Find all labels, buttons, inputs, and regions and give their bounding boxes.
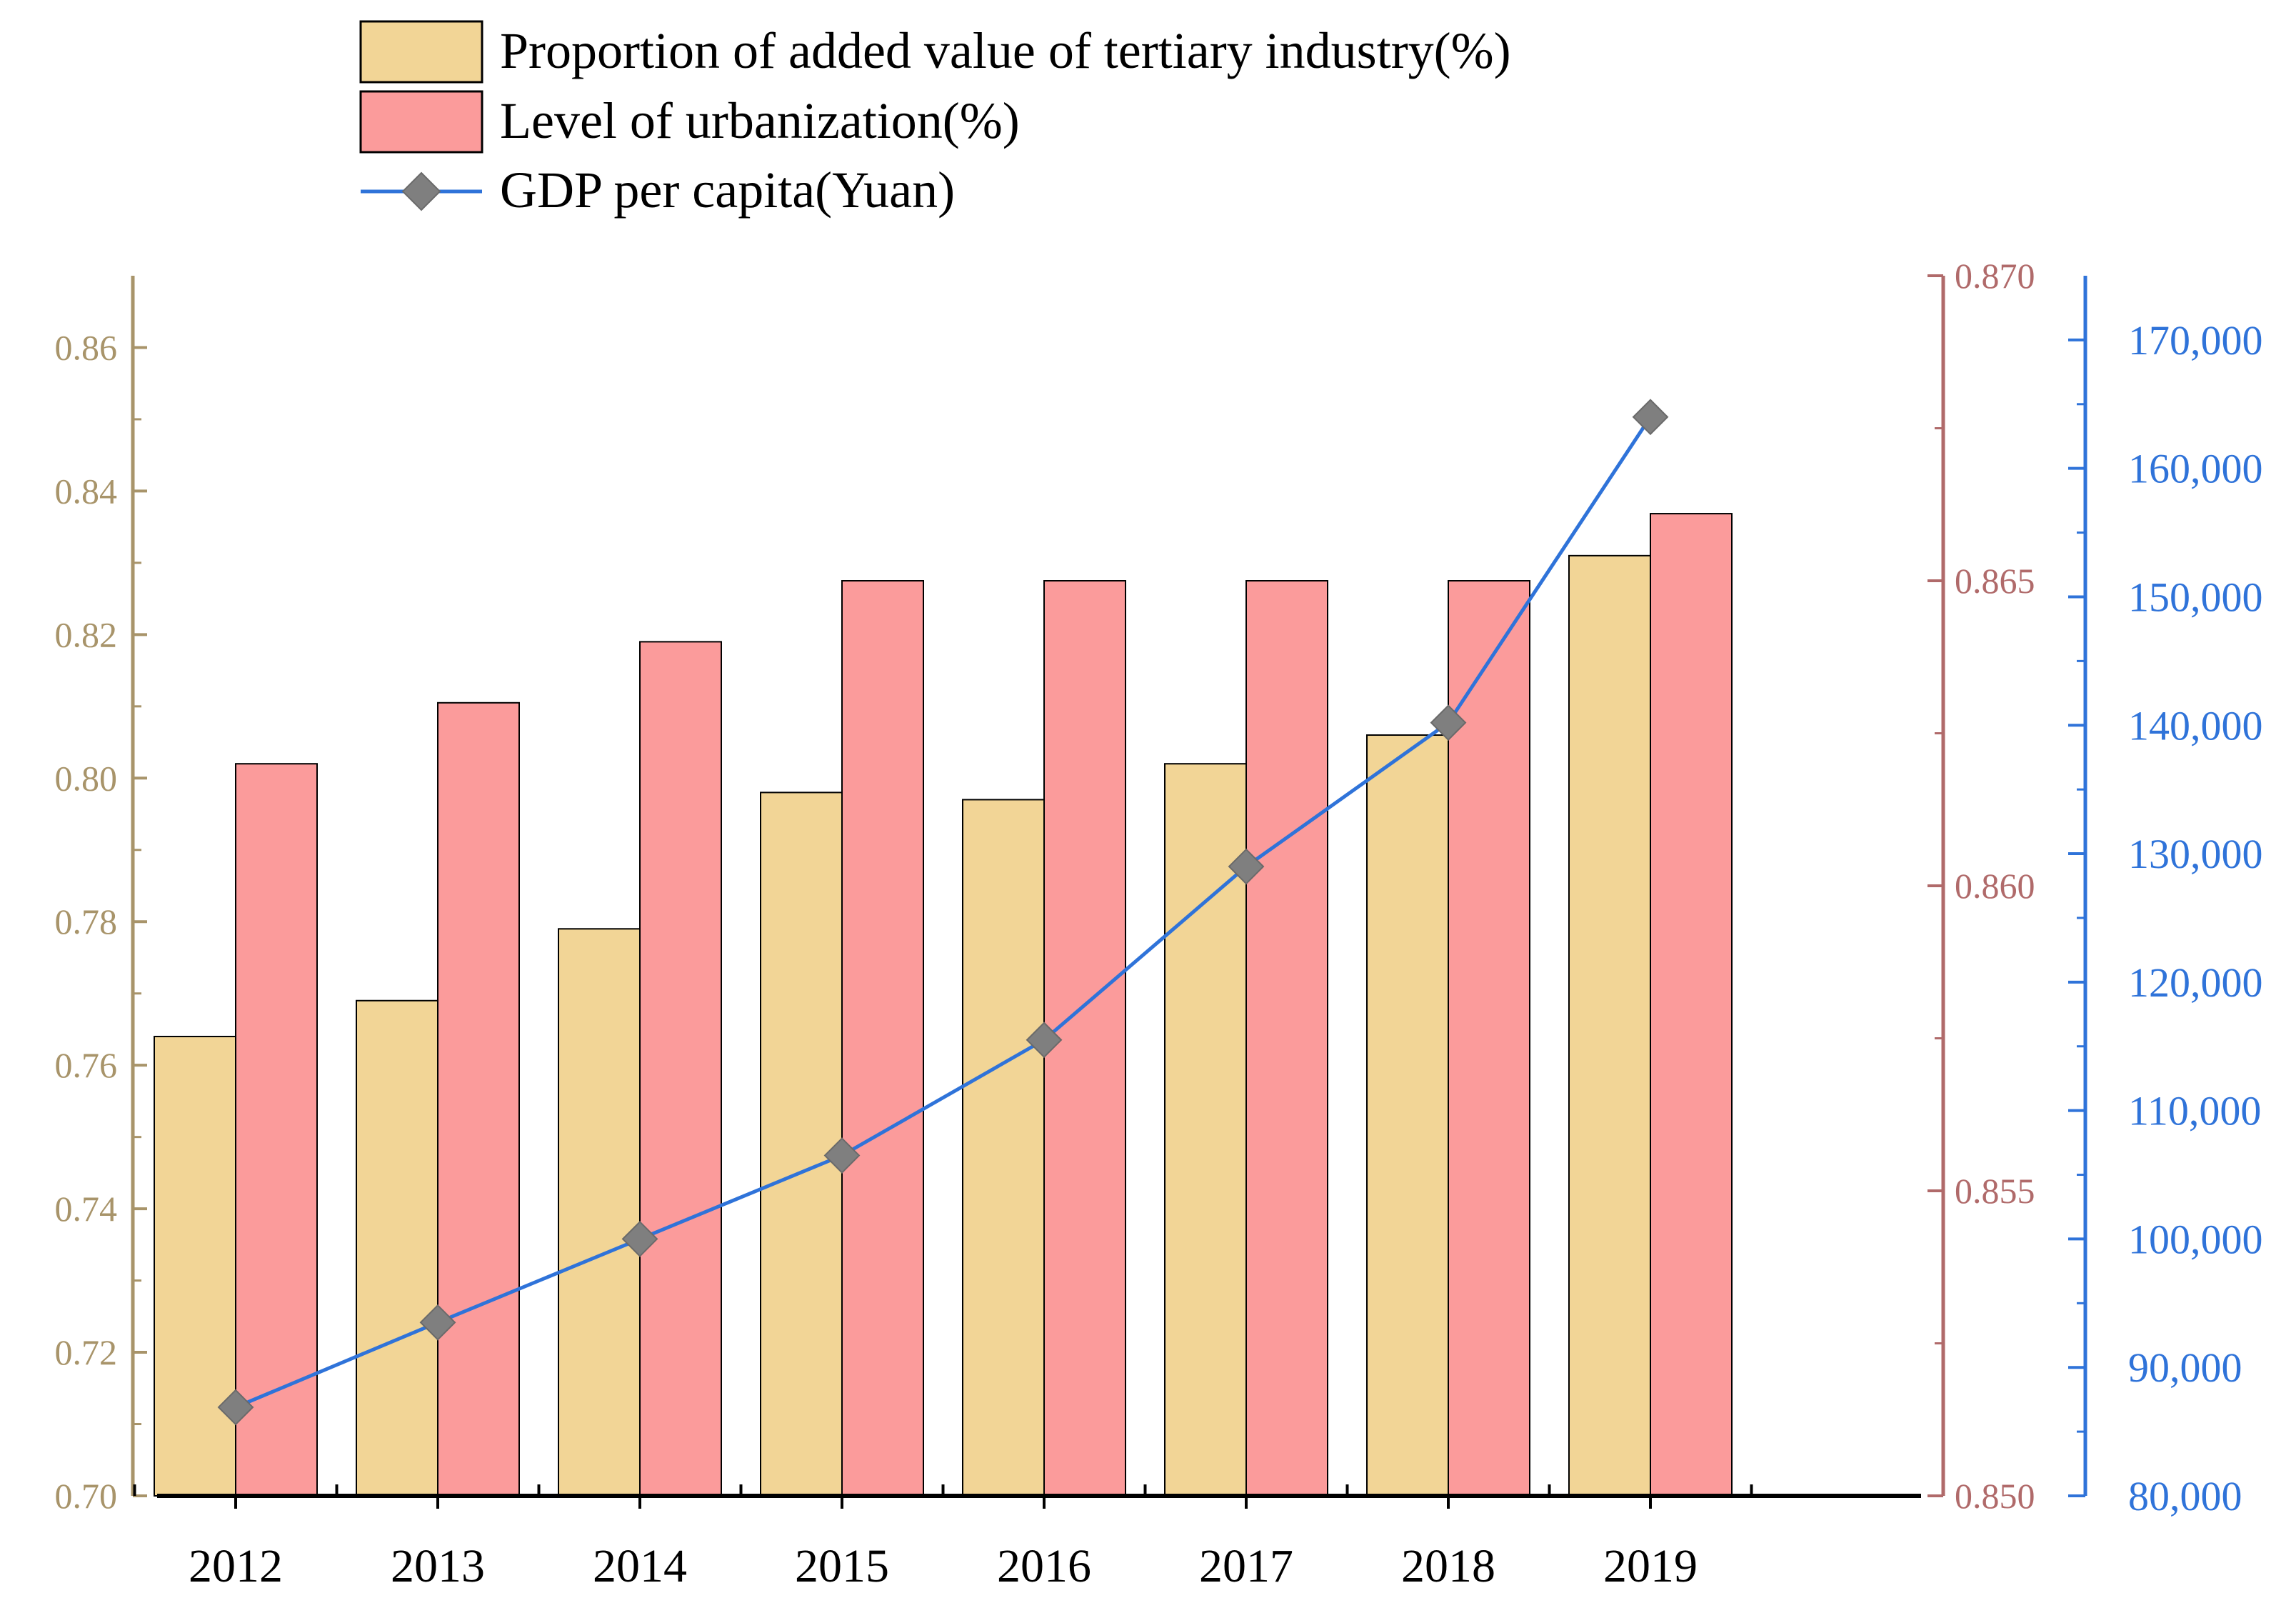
legend-label-gdp: GDP per capita(Yuan) [500,161,955,219]
right-outer-tick-label: 110,000 [2128,1088,2261,1134]
right-inner-tick-label: 0.870 [1955,256,2035,296]
axes: 0.70 0.72 0.74 0.76 0.78 0.80 0.82 0.84 0.86 0.85… [55,256,2263,1592]
x-tick-label: 2018 [1401,1540,1495,1592]
gdp-line-layer [217,399,1669,1426]
right-outer-tick-label: 100,000 [2128,1216,2263,1262]
legend-swatch-tertiary [359,20,483,84]
bar-tertiary-2019 [1568,554,1651,1497]
bar-urbanization-2012 [235,763,318,1497]
gdp-point-2017 [1228,848,1265,885]
bar-tertiary-2014 [558,928,641,1497]
gdp-point-2012 [217,1389,254,1426]
gdp-point-2019 [1632,399,1669,436]
left-tick-label: 0.72 [55,1332,118,1372]
bar-tertiary-2012 [154,1035,236,1497]
bar-urbanization-2015 [841,580,924,1497]
bar-urbanization-2014 [639,641,722,1497]
gdp-line [235,416,1653,1409]
bar-tertiary-2016 [962,799,1045,1497]
left-tick-label: 0.80 [55,758,118,798]
legend-label-tertiary: Proportion of added value of tertiary in… [500,22,1511,79]
x-tick-label: 2014 [593,1540,687,1592]
right-outer-tick-label: 80,000 [2128,1473,2242,1519]
bar-urbanization-2013 [437,701,520,1497]
gdp-point-2013 [419,1304,456,1341]
gdp-point-2014 [621,1221,658,1257]
bars [154,513,1733,1497]
bar-urbanization-2018 [1448,580,1530,1497]
left-tick-label: 0.78 [55,902,118,942]
x-tick-label: 2012 [189,1540,283,1592]
legend-swatch-urbanization [359,90,483,154]
bar-tertiary-2015 [760,791,843,1497]
bar-tertiary-2017 [1164,763,1247,1497]
x-tick-label: 2019 [1603,1540,1698,1592]
x-tick-label: 2017 [1199,1540,1293,1592]
legend: Proportion of added value of tertiary in… [359,20,1511,219]
right-inner-tick-label: 0.860 [1955,866,2035,906]
gdp-point-2018 [1430,704,1467,741]
right-outer-tick-label: 140,000 [2128,702,2263,749]
gdp-point-2016 [1026,1022,1063,1059]
right-outer-tick-label: 170,000 [2128,317,2263,364]
gdp-point-2015 [823,1137,861,1174]
left-tick-label: 0.86 [55,327,118,367]
right-outer-tick-label: 160,000 [2128,446,2263,492]
right-outer-tick-label: 120,000 [2128,959,2263,1006]
left-tick-label: 0.84 [55,471,118,511]
right-outer-tick-label: 90,000 [2128,1344,2242,1391]
bar-tertiary-2013 [356,999,438,1497]
legend-label-urbanization: Level of urbanization(%) [500,92,1020,149]
left-tick-label: 0.76 [55,1045,118,1085]
x-tick-label: 2015 [795,1540,889,1592]
bar-urbanization-2017 [1245,580,1328,1497]
right-inner-tick-label: 0.850 [1955,1476,2035,1516]
x-tick-label: 2013 [391,1540,485,1592]
right-inner-tick-label: 0.865 [1955,561,2035,601]
right-outer-tick-label: 150,000 [2128,574,2263,620]
right-inner-tick-label: 0.855 [1955,1171,2035,1211]
left-tick-label: 0.82 [55,614,118,654]
bar-tertiary-2018 [1366,734,1449,1497]
right-outer-tick-label: 130,000 [2128,831,2263,877]
left-tick-label: 0.74 [55,1189,118,1229]
bar-urbanization-2019 [1650,513,1733,1497]
x-tick-label: 2016 [997,1540,1091,1592]
legend-marker-gdp [401,171,441,211]
left-tick-label: 0.70 [55,1476,118,1516]
